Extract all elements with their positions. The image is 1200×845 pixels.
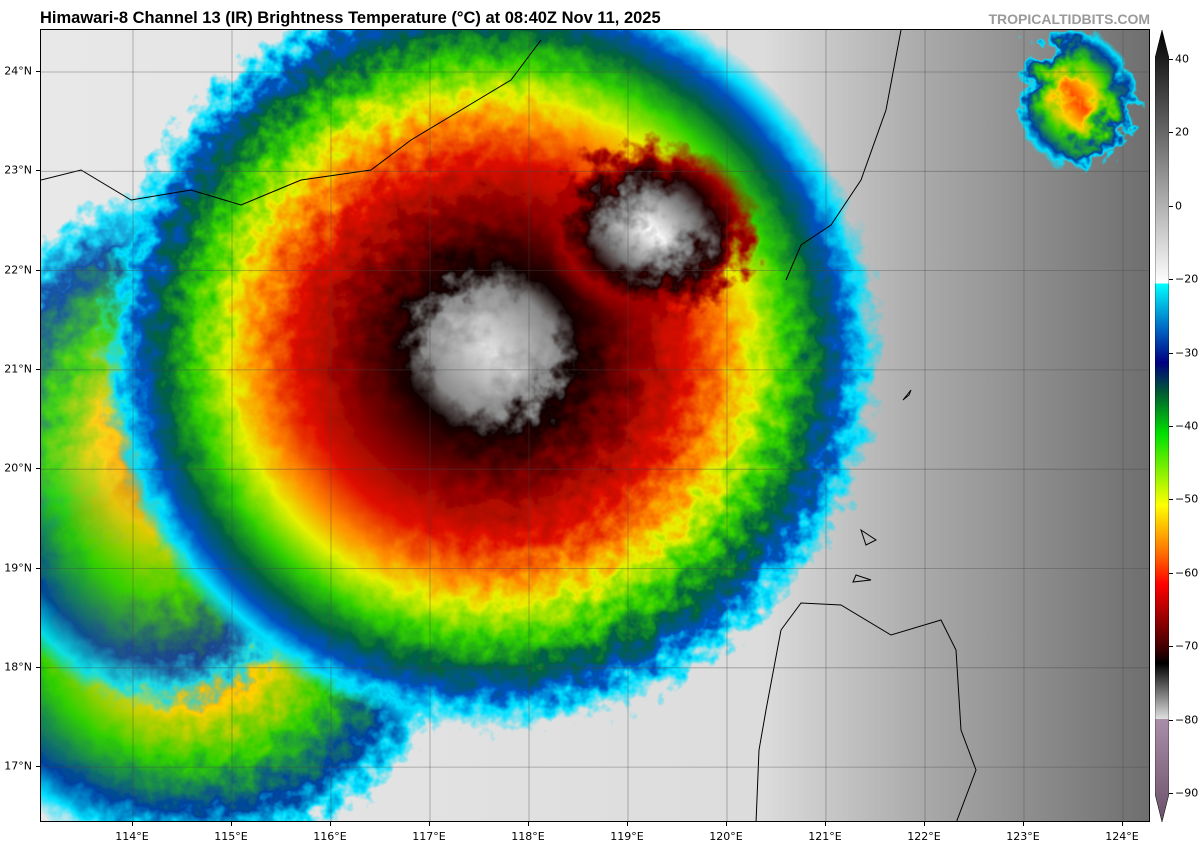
lat-tick-label: 21°N: [4, 362, 32, 376]
lon-tick-label: 115°E: [214, 830, 248, 843]
lon-tick-label: 117°E: [412, 830, 446, 843]
colorbar-tick-label: −30: [1175, 346, 1199, 360]
lat-tick-mark: [36, 71, 40, 72]
lat-tick-label: 20°N: [4, 461, 32, 475]
colorbar-tick-label: −20: [1175, 272, 1199, 286]
coastlines: [41, 30, 977, 821]
colorbar-tick-mark: [1169, 572, 1173, 574]
lat-tick-label: 22°N: [4, 263, 32, 277]
lon-tick-label: 120°E: [709, 830, 743, 843]
lon-tick-mark: [825, 822, 826, 826]
lon-tick-mark: [132, 822, 133, 826]
colorbar-tick-mark: [1169, 279, 1173, 281]
lat-tick-label: 23°N: [4, 163, 32, 177]
lon-tick-mark: [528, 822, 529, 826]
colorbar-tick-mark: [1169, 132, 1173, 134]
lon-tick-label: 121°E: [808, 830, 842, 843]
colorbar-tick-label: −40: [1175, 419, 1199, 433]
colorbar-tick-mark: [1169, 646, 1173, 648]
lon-tick-label: 123°E: [1006, 830, 1040, 843]
lon-tick-label: 122°E: [907, 830, 941, 843]
lon-tick-mark: [231, 822, 232, 826]
lat-tick-mark: [36, 666, 40, 668]
colorbar-tick-label: −50: [1175, 492, 1199, 506]
lon-tick-label: 114°E: [115, 830, 149, 843]
lat-tick-mark: [36, 368, 40, 370]
satellite-imagery: [41, 30, 1149, 821]
lat-tick-mark: [36, 170, 40, 172]
colorbar-tick-mark: [1169, 59, 1173, 60]
lon-tick-label: 124°E: [1105, 830, 1139, 843]
colorbar-tick-label: −70: [1175, 639, 1199, 653]
lon-tick-label: 116°E: [313, 830, 347, 843]
colorbar: [1154, 29, 1170, 823]
lat-tick-mark: [36, 468, 40, 470]
lat-tick-label: 18°N: [4, 660, 32, 674]
lat-tick-label: 24°N: [4, 64, 32, 78]
chart-title: Himawari-8 Channel 13 (IR) Brightness Te…: [40, 9, 661, 27]
lon-tick-label: 119°E: [610, 830, 644, 843]
lon-tick-label: 118°E: [511, 830, 545, 843]
colorbar-tick-mark: [1169, 205, 1173, 207]
credit-watermark: TROPICALTIDBITS.COM: [988, 11, 1150, 27]
lon-tick-mark: [924, 822, 925, 826]
colorbar-tick-label: 20: [1175, 125, 1189, 139]
lat-tick-mark: [36, 567, 40, 569]
colorbar-tick-label: −80: [1175, 713, 1199, 727]
colorbar-tick-label: −60: [1175, 566, 1199, 580]
colorbar-tick-label: 40: [1175, 52, 1189, 66]
satellite-map: [40, 29, 1150, 822]
colorbar-tick-mark: [1169, 426, 1173, 427]
lat-tick-label: 17°N: [4, 759, 32, 773]
lon-tick-mark: [627, 822, 628, 826]
lat-tick-mark: [36, 766, 40, 768]
lon-tick-mark: [330, 822, 331, 826]
colorbar-tick-mark: [1169, 793, 1173, 794]
colorbar-tick-label: −90: [1175, 786, 1199, 800]
lon-tick-mark: [1023, 822, 1024, 826]
lat-tick-mark: [36, 269, 40, 271]
colorbar-tick-mark: [1169, 719, 1173, 721]
colorbar-tick-mark: [1169, 352, 1173, 354]
colorbar-tick-label: 0: [1175, 199, 1182, 213]
lon-tick-mark: [429, 822, 430, 826]
lon-tick-mark: [1122, 822, 1123, 826]
lon-tick-mark: [726, 822, 727, 826]
lat-tick-label: 19°N: [4, 561, 32, 574]
colorbar-tick-mark: [1169, 499, 1173, 501]
